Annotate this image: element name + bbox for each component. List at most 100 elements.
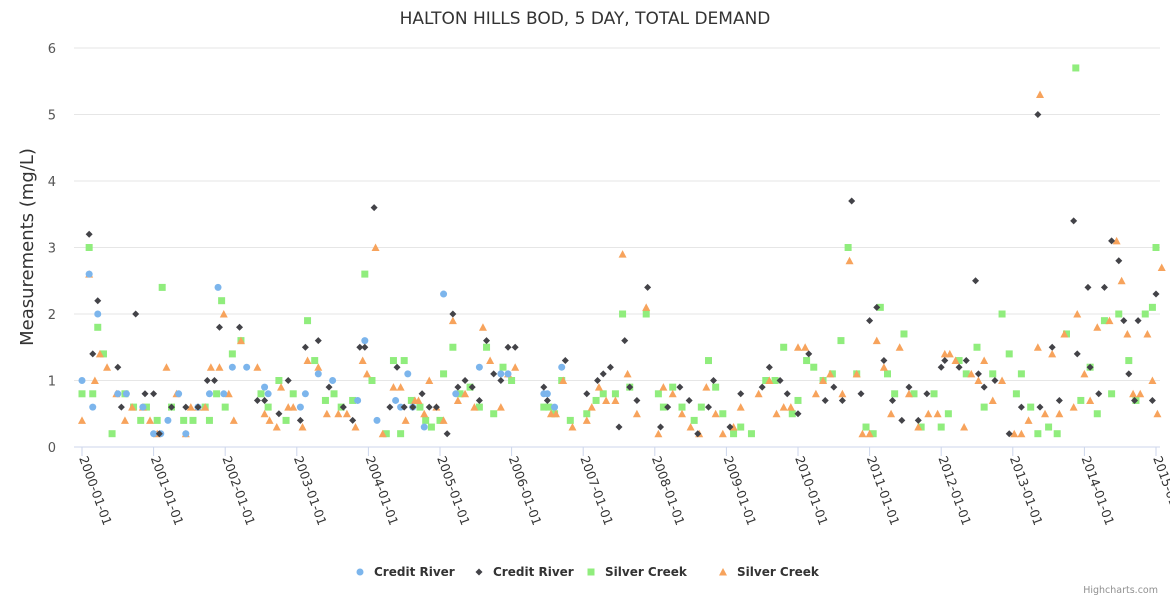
- data-point[interactable]: [980, 383, 988, 391]
- data-point[interactable]: [1055, 409, 1064, 418]
- data-point[interactable]: [298, 423, 307, 431]
- data-point[interactable]: [137, 416, 145, 424]
- data-point[interactable]: [594, 377, 602, 384]
- data-point[interactable]: [378, 429, 387, 438]
- data-point[interactable]: [794, 410, 802, 418]
- data-point[interactable]: [1136, 389, 1145, 398]
- data-point[interactable]: [1077, 396, 1085, 404]
- data-point[interactable]: [153, 416, 161, 424]
- data-point[interactable]: [401, 416, 410, 424]
- data-point[interactable]: [1125, 357, 1133, 365]
- data-point[interactable]: [917, 423, 925, 431]
- data-point[interactable]: [1143, 329, 1152, 338]
- data-point[interactable]: [930, 390, 938, 398]
- data-point[interactable]: [1005, 430, 1013, 438]
- data-point[interactable]: [914, 423, 923, 431]
- data-point[interactable]: [543, 396, 551, 404]
- data-point[interactable]: [420, 423, 428, 431]
- data-point[interactable]: [277, 383, 286, 391]
- data-point[interactable]: [314, 337, 322, 345]
- data-point[interactable]: [1060, 329, 1069, 338]
- data-point[interactable]: [478, 323, 487, 331]
- data-point[interactable]: [386, 403, 394, 411]
- data-point[interactable]: [826, 369, 835, 378]
- data-point[interactable]: [314, 363, 323, 371]
- data-point[interactable]: [356, 343, 364, 351]
- data-point[interactable]: [945, 349, 954, 358]
- data-point[interactable]: [811, 389, 820, 398]
- data-point[interactable]: [508, 377, 516, 384]
- data-point[interactable]: [1115, 310, 1123, 318]
- data-point[interactable]: [454, 383, 462, 391]
- data-point[interactable]: [551, 403, 559, 411]
- data-point[interactable]: [128, 403, 137, 411]
- data-point[interactable]: [358, 356, 367, 365]
- data-point[interactable]: [1055, 396, 1063, 404]
- data-point[interactable]: [284, 377, 292, 384]
- data-point[interactable]: [980, 356, 989, 365]
- data-point[interactable]: [368, 377, 376, 384]
- data-point[interactable]: [719, 410, 727, 418]
- data-point[interactable]: [397, 430, 405, 438]
- data-point[interactable]: [334, 409, 343, 418]
- data-point[interactable]: [1148, 303, 1156, 311]
- data-point[interactable]: [449, 310, 457, 318]
- data-point[interactable]: [456, 390, 464, 398]
- data-point[interactable]: [566, 416, 574, 424]
- data-point[interactable]: [869, 430, 877, 438]
- data-point[interactable]: [461, 377, 469, 384]
- data-point[interactable]: [146, 416, 155, 424]
- data-point[interactable]: [1093, 410, 1101, 418]
- data-point[interactable]: [821, 396, 829, 404]
- data-point[interactable]: [933, 409, 942, 418]
- data-point[interactable]: [452, 390, 460, 398]
- data-point[interactable]: [1084, 283, 1092, 291]
- data-point[interactable]: [642, 303, 651, 311]
- data-point[interactable]: [543, 390, 551, 398]
- data-point[interactable]: [470, 403, 479, 411]
- data-point[interactable]: [1041, 409, 1050, 418]
- data-point[interactable]: [980, 403, 988, 411]
- data-point[interactable]: [496, 403, 505, 411]
- data-point[interactable]: [85, 230, 93, 238]
- data-point[interactable]: [1012, 390, 1020, 398]
- data-point[interactable]: [540, 383, 548, 391]
- data-point[interactable]: [78, 377, 86, 384]
- data-point[interactable]: [475, 396, 483, 404]
- data-point[interactable]: [924, 409, 933, 418]
- data-point[interactable]: [664, 403, 672, 411]
- data-point[interactable]: [602, 396, 611, 404]
- data-point[interactable]: [1141, 310, 1149, 318]
- data-point[interactable]: [1034, 111, 1042, 118]
- data-point[interactable]: [371, 243, 380, 252]
- data-point[interactable]: [747, 430, 755, 438]
- data-point[interactable]: [973, 343, 981, 351]
- data-point[interactable]: [686, 423, 695, 431]
- data-point[interactable]: [354, 396, 362, 404]
- data-point[interactable]: [626, 383, 634, 391]
- data-point[interactable]: [606, 363, 614, 371]
- data-point[interactable]: [289, 403, 298, 411]
- data-point[interactable]: [974, 370, 982, 378]
- data-point[interactable]: [511, 363, 520, 371]
- data-point[interactable]: [201, 403, 210, 411]
- data-point[interactable]: [659, 383, 668, 391]
- data-point[interactable]: [561, 357, 569, 365]
- data-point[interactable]: [852, 369, 861, 378]
- data-point[interactable]: [758, 383, 766, 391]
- data-point[interactable]: [1045, 423, 1053, 431]
- data-point[interactable]: [325, 383, 333, 391]
- data-point[interactable]: [504, 343, 512, 351]
- data-point[interactable]: [862, 423, 870, 431]
- data-point[interactable]: [1063, 330, 1070, 338]
- data-point[interactable]: [710, 377, 718, 384]
- data-point[interactable]: [844, 244, 852, 251]
- data-point[interactable]: [1152, 290, 1160, 298]
- data-point[interactable]: [329, 377, 337, 384]
- data-point[interactable]: [838, 396, 846, 404]
- data-point[interactable]: [582, 416, 591, 424]
- data-point[interactable]: [998, 310, 1006, 318]
- data-point[interactable]: [1010, 429, 1019, 438]
- data-point[interactable]: [1129, 389, 1138, 398]
- data-point[interactable]: [260, 409, 269, 418]
